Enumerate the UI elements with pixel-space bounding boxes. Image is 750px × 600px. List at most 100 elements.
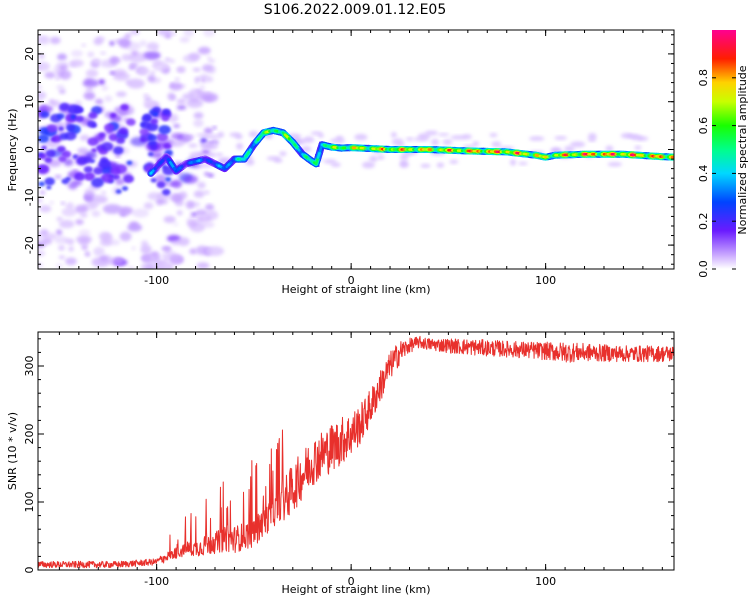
noise-blob — [39, 205, 52, 213]
snr-frame — [37, 331, 675, 571]
noise-blob — [77, 147, 89, 155]
noise-blob — [153, 62, 158, 66]
noise-blob — [115, 178, 125, 186]
noise-blob — [93, 167, 104, 175]
spectrogram-x-axis-label: Height of straight line (km) — [281, 283, 430, 296]
noise-blob — [204, 134, 221, 139]
spectrogram-y-tick-label: 20 — [23, 47, 36, 61]
noise-blob — [152, 106, 161, 114]
noise-blob — [176, 98, 186, 105]
noise-blob — [193, 190, 205, 198]
noise-blob — [38, 250, 46, 257]
noise-blob — [61, 201, 65, 205]
noise-blob — [176, 105, 187, 110]
noise-blob — [143, 100, 157, 108]
noise-blob — [183, 175, 198, 184]
noise-blob — [52, 134, 62, 143]
snr-y-tick-label: 0 — [23, 567, 36, 574]
noise-blob — [121, 186, 129, 191]
noise-blob — [229, 132, 241, 137]
noise-blob — [125, 80, 132, 84]
noise-blob — [207, 55, 212, 60]
noise-blob — [204, 76, 214, 83]
noise-blob — [176, 210, 183, 216]
noise-blob — [113, 146, 124, 155]
noise-blob — [199, 85, 206, 89]
noise-blob — [75, 115, 84, 123]
noise-blob — [40, 229, 49, 236]
noise-blob — [420, 163, 431, 168]
spectrogram-y-axis-label: Frequency (Hz) — [6, 109, 19, 192]
noise-blob — [88, 199, 100, 209]
noise-blob — [83, 92, 94, 100]
noise-blob — [70, 50, 83, 57]
noise-blob — [172, 180, 182, 188]
noise-blob — [83, 172, 96, 181]
noise-blob — [95, 98, 104, 105]
spectrogram-x-tick-label: -100 — [144, 274, 169, 287]
noise-blob — [82, 79, 99, 88]
noise-blob — [101, 85, 109, 91]
noise-blob — [377, 155, 385, 160]
snr-y-tick-label: 200 — [23, 424, 36, 445]
noise-blob — [147, 192, 161, 201]
noise-blob — [129, 52, 147, 63]
noise-blob — [205, 246, 225, 256]
noise-blob — [93, 246, 105, 257]
noise-blob — [62, 64, 68, 69]
snr-y-axis-label: SNR (10 * v/v) — [6, 412, 19, 490]
noise-blob — [162, 188, 171, 196]
noise-blob — [169, 113, 179, 123]
noise-blob — [87, 137, 99, 146]
noise-blob — [55, 76, 60, 81]
noise-blob — [38, 53, 45, 59]
noise-blob — [59, 102, 70, 111]
noise-blob — [462, 134, 472, 140]
noise-blob — [85, 252, 91, 257]
noise-blob — [40, 35, 51, 45]
noise-blob — [38, 142, 41, 147]
noise-blob — [55, 229, 63, 236]
noise-blob — [156, 132, 169, 142]
noise-blob — [201, 221, 215, 228]
noise-blob — [141, 240, 149, 247]
noise-blob — [200, 137, 208, 145]
noise-blob — [205, 204, 215, 211]
noise-blob — [61, 207, 77, 217]
noise-blob — [273, 157, 283, 163]
noise-blob — [203, 190, 210, 195]
figure-title: S106.2022.009.01.12.E05 — [264, 2, 447, 18]
noise-blob — [108, 133, 119, 142]
noise-blob — [179, 36, 190, 43]
noise-blob — [102, 204, 122, 214]
noise-blob — [70, 114, 77, 120]
noise-blob — [54, 100, 61, 107]
spectrogram-x-tick-label: 100 — [535, 274, 556, 287]
noise-blob — [101, 191, 106, 195]
noise-blob — [202, 143, 218, 150]
noise-blob — [169, 253, 184, 264]
noise-blob — [115, 189, 122, 194]
noise-blob — [529, 136, 545, 141]
noise-blob — [56, 216, 63, 222]
noise-blob — [58, 219, 75, 229]
noise-blob — [330, 162, 341, 168]
noise-blob — [138, 67, 150, 76]
noise-blob — [207, 58, 216, 63]
noise-blob — [109, 239, 121, 246]
noise-blob — [38, 262, 44, 268]
noise-blob — [163, 142, 172, 150]
noise-blob — [155, 260, 169, 269]
noise-blob — [188, 143, 198, 148]
noise-blob — [186, 136, 193, 140]
snr-x-tick-label: -100 — [144, 575, 169, 588]
noise-blob — [147, 134, 158, 142]
noise-blob — [54, 235, 68, 244]
colorbar-ticks: 0.0 0.2 0.4 0.6 0.8 — [697, 69, 736, 278]
noise-blob — [115, 154, 121, 158]
noise-blob — [104, 123, 115, 132]
colorbar-tick-label: 0.6 — [697, 117, 710, 135]
noise-blob — [172, 32, 176, 36]
